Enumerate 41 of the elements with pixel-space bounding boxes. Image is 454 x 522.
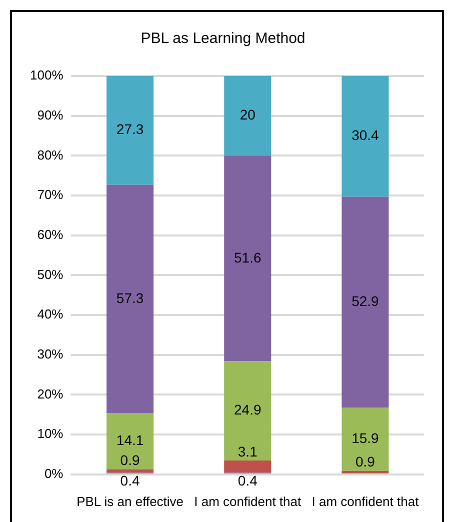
bar [224, 460, 272, 473]
data-label: 3.1 [238, 443, 258, 460]
data-label: 51.6 [234, 249, 262, 266]
data-label: 15.9 [352, 430, 380, 446]
y-tick-label: 30% [37, 346, 64, 362]
data-label: 0.4 [238, 472, 258, 488]
y-tick-label: 40% [37, 306, 64, 322]
bar [342, 470, 389, 474]
bar [106, 469, 154, 473]
x-tick-label: I am confident that [194, 494, 302, 509]
y-tick-label: 20% [37, 386, 64, 402]
x-tick-label: PBL is an effective [76, 494, 184, 509]
data-label: 27.3 [116, 121, 144, 138]
y-tick-label: 100% [30, 68, 64, 83]
y-tick-label: 80% [37, 147, 64, 162]
data-label: 52.9 [352, 292, 380, 309]
y-tick-label: 10% [37, 426, 64, 442]
x-tick-label: I am confident that [312, 494, 420, 509]
chart-title: PBL as Learning Method [140, 30, 306, 48]
y-tick-label: 90% [37, 107, 64, 122]
data-label: 57.3 [116, 290, 144, 306]
data-label: 24.9 [234, 402, 262, 418]
bar [224, 156, 272, 362]
y-tick-label: 70% [37, 187, 64, 202]
bar [342, 407, 389, 471]
bar [342, 76, 389, 197]
y-tick-label: 50% [37, 266, 64, 282]
bar [106, 184, 154, 414]
bar [224, 361, 272, 460]
data-label: 14.1 [116, 432, 144, 448]
data-label: 0.9 [355, 454, 376, 470]
y-tick-label: 0% [44, 466, 64, 481]
data-label: 30.4 [352, 127, 380, 144]
bar [342, 196, 389, 408]
y-tick-label: 60% [37, 226, 64, 242]
bar [224, 76, 272, 156]
data-label: 0.4 [120, 472, 140, 488]
bar [106, 413, 154, 470]
data-label: 0.9 [120, 452, 140, 468]
bar [106, 76, 154, 185]
data-label: 20 [240, 106, 256, 123]
